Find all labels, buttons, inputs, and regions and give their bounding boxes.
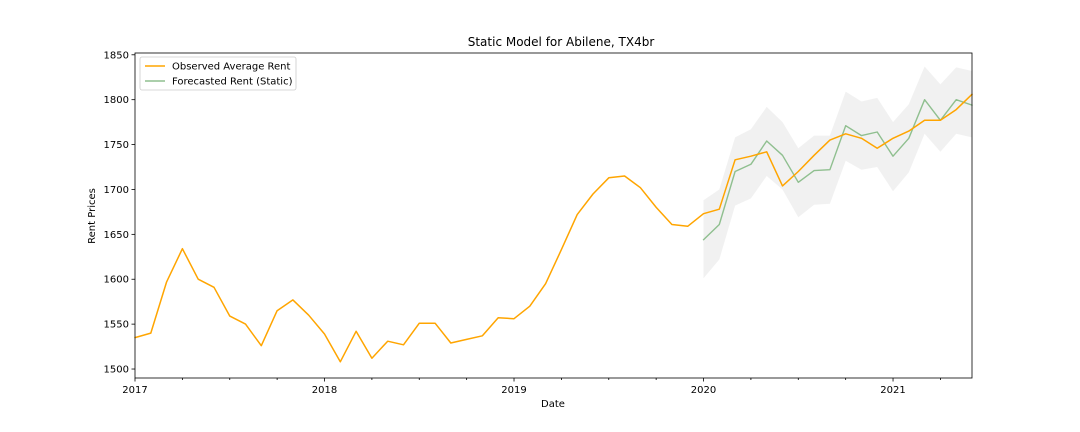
chart-title: Static Model for Abilene, TX4br <box>468 35 655 49</box>
y-tick-label: 1650 <box>104 230 129 241</box>
x-tick-label: 2020 <box>691 385 716 396</box>
x-tick-label: 2019 <box>501 385 526 396</box>
legend-box <box>139 56 297 91</box>
y-tick-label: 1750 <box>104 140 129 151</box>
y-axis-ticks: 1500 1550 1600 1650 1700 1750 1800 1850 <box>104 50 135 376</box>
x-tick-label: 2017 <box>122 385 147 396</box>
x-axis-label: Date <box>541 399 565 410</box>
legend: Observed Average Rent Forecasted Rent (St… <box>139 56 297 91</box>
series-layer <box>134 93 973 363</box>
y-tick-label: 1550 <box>104 320 129 331</box>
series-line-forecast <box>702 98 973 241</box>
x-tick-label: 2021 <box>880 385 905 396</box>
y-tick-label: 1850 <box>104 50 129 61</box>
y-axis-label: Rent Prices <box>87 188 98 244</box>
x-axis-ticks: 2017 2018 2019 2020 2021 <box>122 378 941 396</box>
legend-label-1: Forecasted Rent (Static) <box>172 77 293 88</box>
plot-frame <box>134 52 973 379</box>
confidence-band-1 <box>703 66 972 279</box>
y-tick-label: 1600 <box>104 275 129 286</box>
legend-label-0: Observed Average Rent <box>172 62 291 73</box>
x-tick-label: 2018 <box>312 385 337 396</box>
y-tick-label: 1800 <box>104 95 129 106</box>
confidence-band-layer <box>703 66 972 279</box>
y-tick-label: 1500 <box>104 365 129 376</box>
series-line-observed <box>134 93 973 363</box>
y-tick-label: 1700 <box>104 185 129 196</box>
